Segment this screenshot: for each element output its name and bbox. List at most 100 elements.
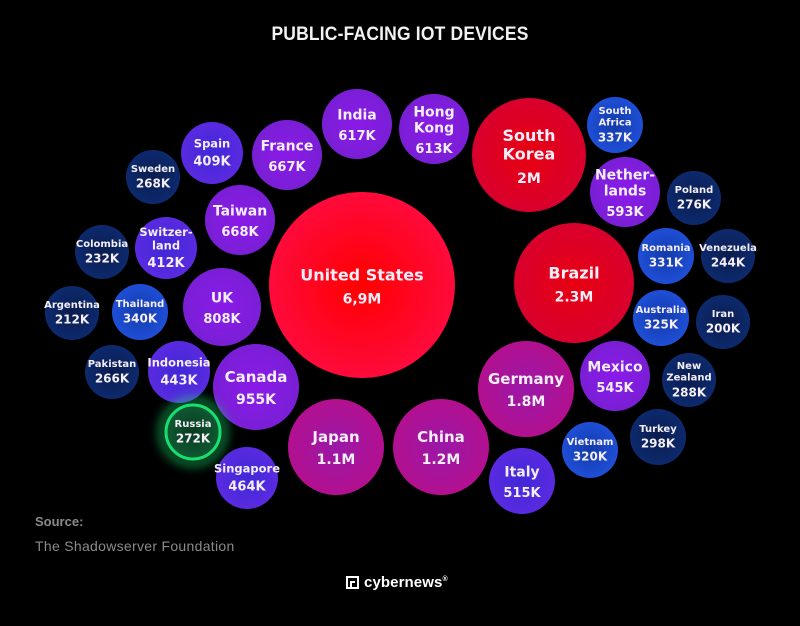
- bubble-netherlands: Nether-lands 593K: [590, 157, 660, 227]
- bubble-circle: [630, 409, 686, 465]
- bubble-circle: [696, 295, 750, 349]
- bubble-uk: UK 808K: [183, 268, 261, 346]
- bubble-country-label: Argentina: [44, 300, 100, 311]
- brand: cybernews®: [346, 574, 448, 591]
- bubble-country-label: United States: [300, 265, 423, 284]
- bubble-value-label: 667K: [268, 160, 306, 175]
- bubble-country-label: Germany: [488, 370, 564, 388]
- bubble-circle: [489, 448, 555, 514]
- bubble-country-label: Africa: [598, 118, 631, 129]
- bubble-circle: [288, 399, 384, 495]
- bubble-united-states: United States 6,9M: [269, 192, 455, 378]
- bubble-value-label: 409K: [193, 154, 231, 169]
- bubble-value-label: 617K: [338, 129, 376, 144]
- bubble-circle: [269, 192, 455, 378]
- bubble-value-label: 668K: [221, 225, 259, 240]
- bubble-country-label: South: [598, 106, 631, 117]
- bubble-value-label: 443K: [160, 373, 198, 388]
- bubble-venezuela: Venezuela 244K: [699, 229, 757, 283]
- bubble-value-label: 325K: [644, 318, 679, 332]
- bubble-value-label: 2M: [517, 171, 541, 187]
- bubble-country-label: Turkey: [639, 424, 677, 435]
- bubble-country-label: Spain: [194, 137, 230, 151]
- bubble-argentina: Argentina 212K: [44, 286, 100, 340]
- bubble-value-label: 1.1M: [317, 452, 356, 468]
- bubble-country-label: South: [503, 126, 556, 145]
- bubble-value-label: 2.3M: [555, 290, 594, 306]
- source-label: Source:: [35, 514, 84, 529]
- bubble-australia: Australia 325K: [633, 290, 689, 346]
- bubble-value-label: 1.2M: [422, 452, 461, 468]
- bubble-value-label: 212K: [55, 313, 90, 327]
- bubble-value-label: 593K: [606, 205, 644, 220]
- bubble-value-label: 276K: [677, 198, 712, 212]
- bubble-country-label: Venezuela: [699, 243, 757, 254]
- bubble-value-label: 298K: [641, 437, 676, 451]
- bubble-canada: Canada 955K: [213, 344, 299, 430]
- bubble-country-label: Iran: [712, 309, 735, 320]
- bubble-thailand: Thailand 340K: [112, 284, 168, 340]
- bubble-value-label: 340K: [123, 312, 158, 326]
- bubble-circle: [662, 353, 716, 407]
- bubble-value-label: 200K: [706, 322, 741, 336]
- cybernews-logo-icon: [346, 576, 359, 589]
- bubble-circle: [562, 422, 618, 478]
- bubble-country-label: Switzer-: [139, 225, 193, 239]
- bubble-country-label: Colombia: [76, 239, 128, 250]
- bubble-circle: [472, 98, 586, 212]
- bubble-country-label: Vietnam: [567, 437, 614, 448]
- bubble-country-label: land: [152, 238, 180, 252]
- brand-registered-mark: ®: [442, 576, 448, 583]
- bubble-country-label: Russia: [175, 419, 212, 430]
- bubble-circle: [148, 341, 210, 403]
- bubble-circle: [252, 120, 322, 190]
- bubble-country-label: Kong: [414, 120, 454, 136]
- bubble-value-label: 808K: [203, 312, 241, 327]
- bubble-value-label: 464K: [228, 479, 266, 494]
- bubble-value-label: 331K: [649, 256, 684, 270]
- bubble-value-label: 320K: [573, 450, 608, 464]
- bubble-circle: [590, 157, 660, 227]
- bubble-value-label: 6,9M: [343, 292, 382, 308]
- bubble-sweden: Sweden 268K: [126, 150, 180, 204]
- bubble-circle: [85, 345, 139, 399]
- bubble-country-label: UK: [211, 290, 234, 306]
- bubble-value-label: 266K: [95, 372, 130, 386]
- bubble-country-label: Nether-: [595, 167, 655, 183]
- bubble-country-label: Pakistan: [88, 359, 137, 370]
- bubble-turkey: Turkey 298K: [630, 409, 686, 465]
- bubble-circle: [587, 97, 643, 153]
- bubble-country-label: Korea: [503, 145, 556, 164]
- bubble-value-label: 232K: [85, 252, 120, 266]
- bubble-country-label: Sweden: [131, 164, 175, 175]
- bubble-circle: [638, 228, 694, 284]
- bubble-russia: Russia 272K: [158, 397, 228, 467]
- bubble-value-label: 1.8M: [507, 394, 546, 410]
- bubble-circle: [701, 229, 755, 283]
- bubble-france: France 667K: [252, 120, 322, 190]
- bubble-spain: Spain 409K: [181, 122, 243, 184]
- bubble-value-label: 337K: [598, 130, 633, 144]
- bubble-value-label: 244K: [711, 256, 746, 270]
- bubble-value-label: 545K: [596, 381, 634, 396]
- bubble-country-label: Japan: [311, 428, 359, 446]
- brand-name-text: cybernews: [364, 574, 443, 591]
- bubble-brazil: Brazil 2.3M: [514, 223, 634, 343]
- bubble-switzerland: Switzer-land 412K: [135, 217, 197, 279]
- bubble-circle: [112, 284, 168, 340]
- bubble-taiwan: Taiwan 668K: [205, 185, 275, 255]
- bubble-value-label: 955K: [236, 392, 277, 408]
- bubble-iran: Iran 200K: [696, 295, 750, 349]
- bubble-mexico: Mexico 545K: [580, 341, 650, 411]
- bubble-circle: [135, 217, 197, 279]
- bubble-country-label: Zealand: [666, 373, 711, 384]
- chart-title: PUBLIC-FACING IOT DEVICES: [271, 24, 529, 45]
- bubble-country-label: Brazil: [548, 263, 599, 282]
- bubble-indonesia: Indonesia 443K: [147, 341, 211, 403]
- bubble-country-label: Poland: [675, 185, 714, 196]
- bubble-value-label: 268K: [136, 177, 171, 191]
- bubble-circle: [45, 286, 99, 340]
- bubble-value-label: 412K: [147, 256, 185, 271]
